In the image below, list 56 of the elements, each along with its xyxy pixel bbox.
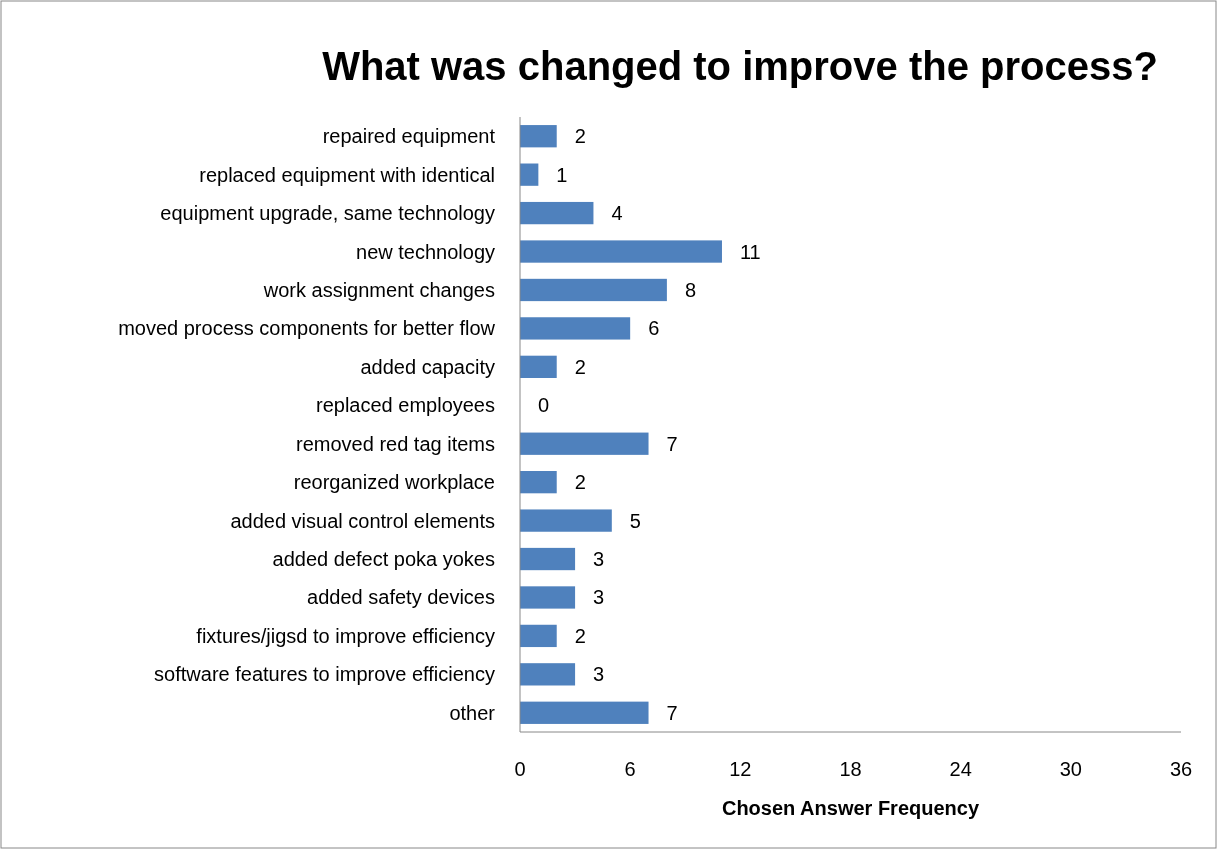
x-tick-label: 30 [1059,758,1082,780]
y-tick-label: repaired equipment [322,125,496,148]
bar [520,201,594,225]
bar [520,509,612,532]
bar [520,432,649,455]
y-tick-label: equipment upgrade, same technology [160,202,495,225]
bar [520,125,557,148]
y-tick-label: work assignment changes [262,278,495,301]
y-tick-label: moved process components for better flow [118,317,496,340]
data-label: 3 [593,663,605,686]
data-label: 7 [666,432,678,455]
bar [520,624,557,648]
data-label: 2 [574,125,586,148]
data-label: 6 [648,317,660,340]
y-tick-label: software features to improve efficiency [154,663,495,686]
bar [520,317,631,340]
y-tick-label: replaced employees [316,394,495,417]
y-tick-label: added safety devices [307,586,495,609]
chart-title: What was changed to improve the process? [322,44,1158,88]
data-label: 3 [593,548,605,571]
bar [520,278,667,302]
data-label: 2 [574,624,586,647]
y-tick-label: added visual control elements [230,509,495,532]
bar [520,240,722,263]
data-label: 7 [666,701,678,724]
x-tick-label: 18 [839,758,862,780]
y-tick-label: added capacity [360,355,495,378]
y-tick-label: fixtures/jigsd to improve efficiency [196,624,495,647]
data-label: 2 [574,355,586,378]
bar [520,663,576,686]
y-tick-label: reorganized workplace [293,471,495,494]
x-axis-title: Chosen Answer Frequency [721,797,980,819]
data-label: 11 [739,240,761,263]
x-tick-label: 0 [514,758,526,780]
bar [520,163,539,186]
x-tick-label: 24 [949,758,972,780]
y-tick-label: other [449,701,496,724]
y-tick-label: added defect poka yokes [272,548,495,571]
data-label: 8 [684,278,697,301]
data-label: 5 [629,509,641,532]
bar [520,355,557,378]
data-label: 2 [574,471,586,494]
bar [520,471,557,494]
x-tick-label: 6 [624,758,636,780]
data-label: 3 [593,586,605,609]
bar [520,586,576,609]
bar [520,547,576,571]
x-tick-label: 12 [729,758,752,780]
data-label: 1 [556,163,568,186]
y-tick-label: removed red tag items [296,432,495,455]
data-label: 0 [538,394,550,417]
y-tick-label: new technology [356,240,495,263]
data-label: 4 [611,202,623,225]
x-tick-label: 36 [1169,758,1193,780]
y-tick-label: replaced equipment with identical [199,163,495,186]
bar [520,701,649,724]
